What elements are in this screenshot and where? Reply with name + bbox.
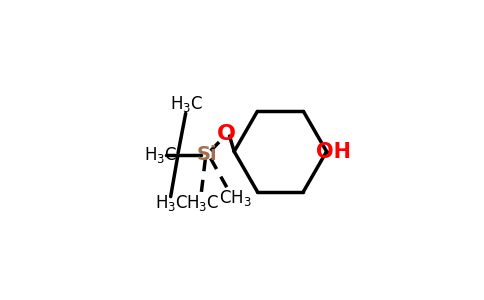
Text: O: O xyxy=(217,124,236,144)
Text: $\mathregular{H_3C}$: $\mathregular{H_3C}$ xyxy=(155,194,188,214)
Text: $\mathregular{CH_3}$: $\mathregular{CH_3}$ xyxy=(219,188,252,208)
Text: $\mathregular{H_3C}$: $\mathregular{H_3C}$ xyxy=(144,145,177,165)
Text: $\mathregular{H_3C}$: $\mathregular{H_3C}$ xyxy=(186,194,220,214)
Text: $\mathregular{H_3C}$: $\mathregular{H_3C}$ xyxy=(170,94,203,114)
Text: Si: Si xyxy=(196,146,217,164)
Text: OH: OH xyxy=(316,142,351,161)
